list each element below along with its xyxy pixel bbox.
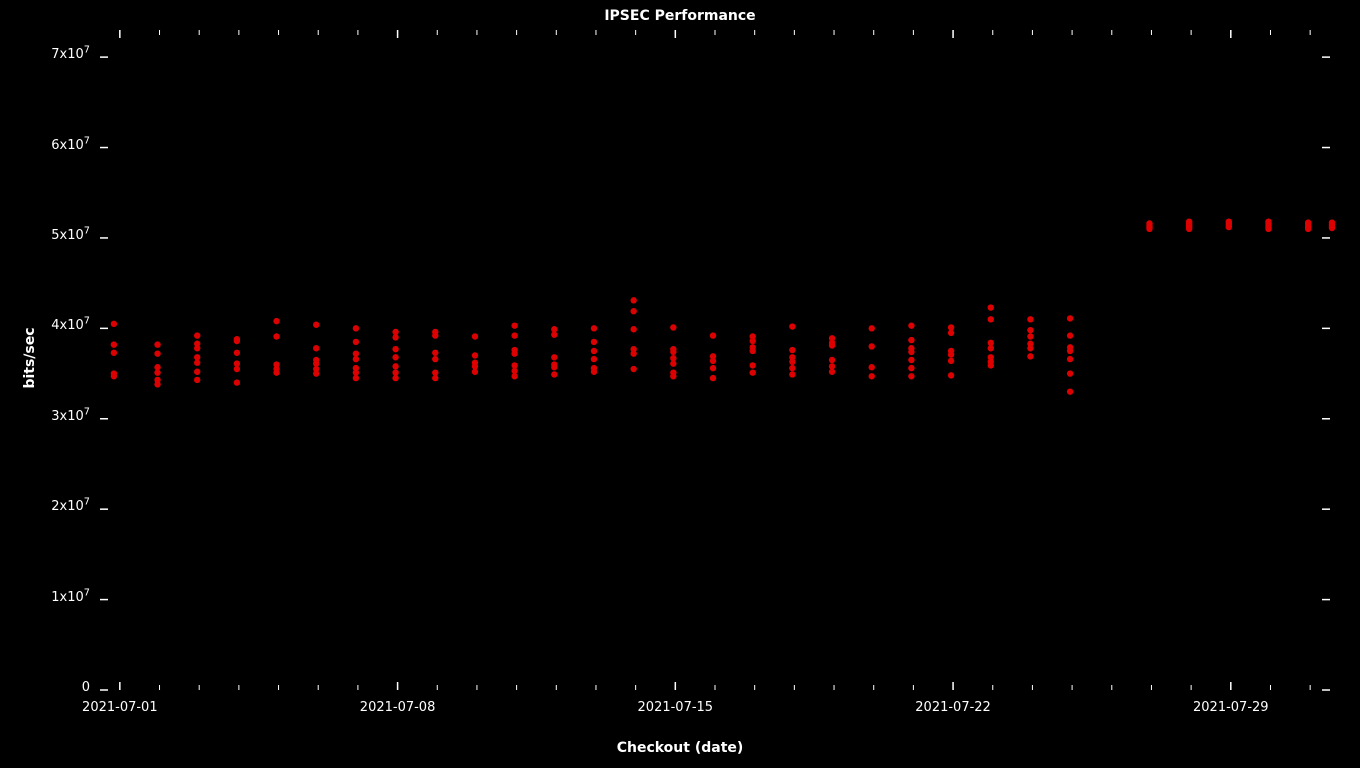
x-tick-label: 2021-07-29: [1181, 700, 1281, 715]
chart-container: IPSEC Performance bits/sec Checkout (dat…: [0, 0, 1360, 768]
chart-plot-area: [0, 0, 1360, 768]
y-tick-label: 4x107: [51, 318, 90, 333]
y-tick-label: 6x107: [51, 138, 90, 153]
y-tick-label: 3x107: [51, 409, 90, 424]
y-tick-label: 5x107: [51, 228, 90, 243]
y-tick-label: 0: [82, 680, 90, 695]
x-tick-label: 2021-07-08: [348, 700, 448, 715]
x-tick-label: 2021-07-15: [625, 700, 725, 715]
x-tick-label: 2021-07-22: [903, 700, 1003, 715]
y-tick-label: 1x107: [51, 590, 90, 605]
x-tick-label: 2021-07-01: [70, 700, 170, 715]
y-tick-label: 2x107: [51, 499, 90, 514]
y-tick-label: 7x107: [51, 47, 90, 62]
